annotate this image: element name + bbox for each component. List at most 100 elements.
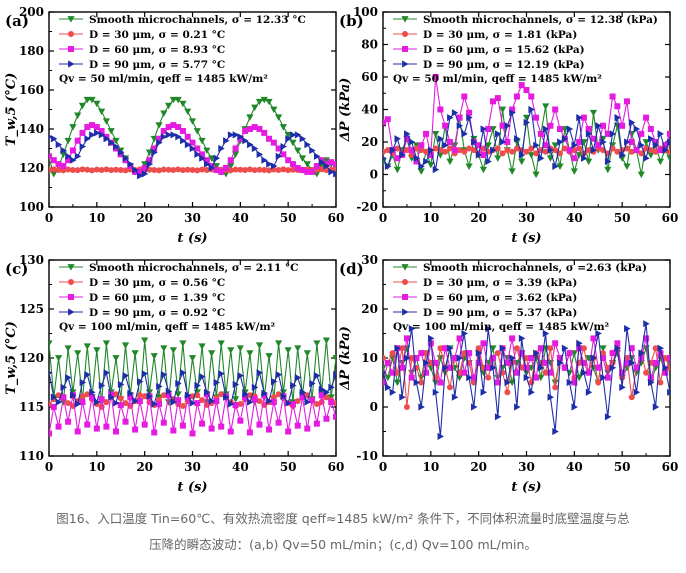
data-point-smooth	[145, 389, 154, 396]
legend-label-d60: D = 60 μm, σ = 3.62 (kPa)	[423, 292, 577, 304]
x-tick-label: 10	[422, 211, 439, 225]
data-point-d60	[184, 133, 191, 140]
data-point-d60	[427, 152, 434, 158]
data-point-d90	[451, 109, 459, 117]
data-point-d90	[404, 354, 411, 362]
data-point-smooth	[570, 168, 578, 175]
data-point-d90	[65, 152, 72, 160]
data-point-d60	[552, 340, 559, 347]
data-point-d60	[518, 82, 525, 89]
data-point-d60	[55, 423, 62, 430]
data-point-d90	[514, 403, 521, 411]
data-point-d30	[638, 150, 645, 157]
data-point-d60	[242, 394, 249, 401]
data-point-d30	[237, 166, 244, 173]
data-point-d60	[437, 106, 444, 113]
data-point-smooth	[251, 104, 259, 112]
data-point-d90	[461, 130, 468, 138]
panel-label: (a)	[5, 12, 29, 30]
data-point-d60	[432, 359, 439, 366]
data-point-d90	[323, 162, 331, 170]
y-tick-label: 180	[19, 44, 44, 58]
data-point-d90	[480, 125, 488, 133]
data-point-smooth	[575, 152, 583, 159]
data-point-d30	[552, 147, 559, 154]
data-point-smooth	[417, 168, 425, 175]
data-point-d90	[309, 146, 316, 155]
data-point-d90	[270, 377, 278, 386]
data-point-smooth	[54, 355, 63, 362]
data-point-d30	[189, 166, 196, 173]
data-point-d90	[103, 135, 110, 143]
data-point-d60	[413, 158, 420, 165]
data-point-d30	[251, 167, 258, 174]
data-point-smooth	[498, 106, 507, 114]
data-point-d60	[270, 399, 277, 406]
data-point-d60	[399, 364, 406, 371]
data-point-d90	[170, 131, 177, 139]
series-layer	[383, 74, 670, 179]
data-point-d60	[84, 421, 91, 428]
data-point-d30	[151, 166, 158, 173]
data-point-d60	[333, 413, 336, 420]
data-point-d90	[266, 397, 273, 405]
data-point-d90	[437, 432, 444, 440]
data-point-smooth	[174, 96, 182, 104]
y-tick-label: 0	[370, 168, 378, 182]
data-point-smooth	[93, 100, 101, 108]
data-point-d30	[170, 166, 177, 173]
data-point-d60	[89, 122, 96, 129]
data-point-d60	[289, 401, 296, 408]
data-point-d90	[208, 164, 216, 172]
data-point-d60	[437, 379, 444, 386]
data-point-d90	[117, 148, 125, 156]
data-point-smooth	[294, 147, 302, 155]
data-point-smooth	[508, 168, 516, 175]
data-point-smooth	[652, 364, 660, 372]
data-point-d60	[423, 130, 430, 137]
data-point-d60	[74, 428, 81, 435]
data-point-smooth	[265, 98, 273, 106]
data-point-d90	[127, 389, 134, 397]
legend-label-smooth: Smooth microchannels, σ = 2.11 °C	[89, 262, 299, 274]
data-point-d90	[251, 144, 259, 153]
x-tick-label: 40	[566, 460, 583, 474]
data-point-d30	[499, 150, 506, 157]
data-point-smooth	[642, 139, 650, 146]
data-point-d30	[65, 400, 72, 407]
data-point-d90	[643, 154, 650, 162]
data-point-d60	[79, 399, 86, 406]
series-layer	[49, 96, 336, 180]
data-point-d60	[156, 135, 163, 142]
data-point-d60	[280, 151, 287, 158]
data-point-d60	[65, 418, 72, 425]
data-point-d30	[203, 166, 210, 173]
data-point-d60	[571, 155, 578, 162]
data-point-smooth	[255, 98, 264, 106]
data-point-d90	[98, 381, 106, 390]
data-point-d90	[383, 370, 387, 375]
data-point-smooth	[188, 118, 197, 125]
data-point-d90	[270, 162, 278, 170]
data-point-smooth	[632, 369, 641, 377]
data-point-d60	[151, 145, 158, 152]
data-point-d30	[652, 148, 659, 155]
data-point-smooth	[637, 171, 645, 179]
panel-label: (b)	[339, 12, 364, 30]
data-point-d30	[84, 166, 91, 173]
data-point-d60	[451, 147, 458, 154]
data-point-d60	[270, 139, 277, 146]
data-point-smooth	[585, 158, 593, 166]
data-point-d60	[537, 130, 544, 137]
data-point-d90	[471, 138, 478, 146]
data-point-smooth	[465, 163, 473, 170]
y-tick-label: 130	[19, 253, 44, 267]
data-point-d60	[179, 127, 186, 134]
data-point-d30	[403, 147, 410, 154]
data-point-d60	[513, 93, 520, 100]
data-point-d90	[566, 125, 574, 133]
data-point-d90	[304, 141, 311, 149]
data-point-d30	[270, 394, 277, 401]
data-point-d90	[432, 388, 440, 396]
data-point-d90	[175, 379, 182, 388]
